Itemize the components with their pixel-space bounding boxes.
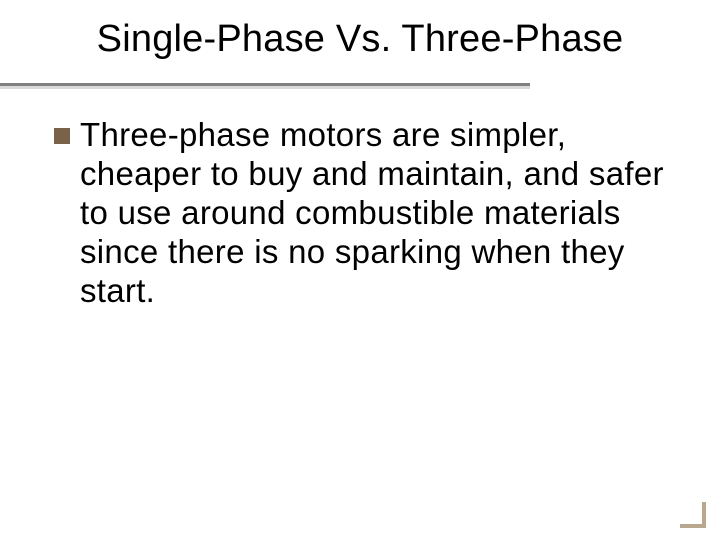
corner-decoration-icon [680,502,706,528]
slide: Single-Phase Vs. Three-Phase Three-phase… [0,0,720,540]
slide-body: Three-phase motors are simpler, cheaper … [54,116,670,311]
title-underline-shadow [0,86,530,89]
slide-title: Single-Phase Vs. Three-Phase [0,18,720,61]
bullet-text: Three-phase motors are simpler, cheaper … [80,116,670,311]
bullet-item: Three-phase motors are simpler, cheaper … [54,116,670,311]
square-bullet-icon [54,128,70,144]
